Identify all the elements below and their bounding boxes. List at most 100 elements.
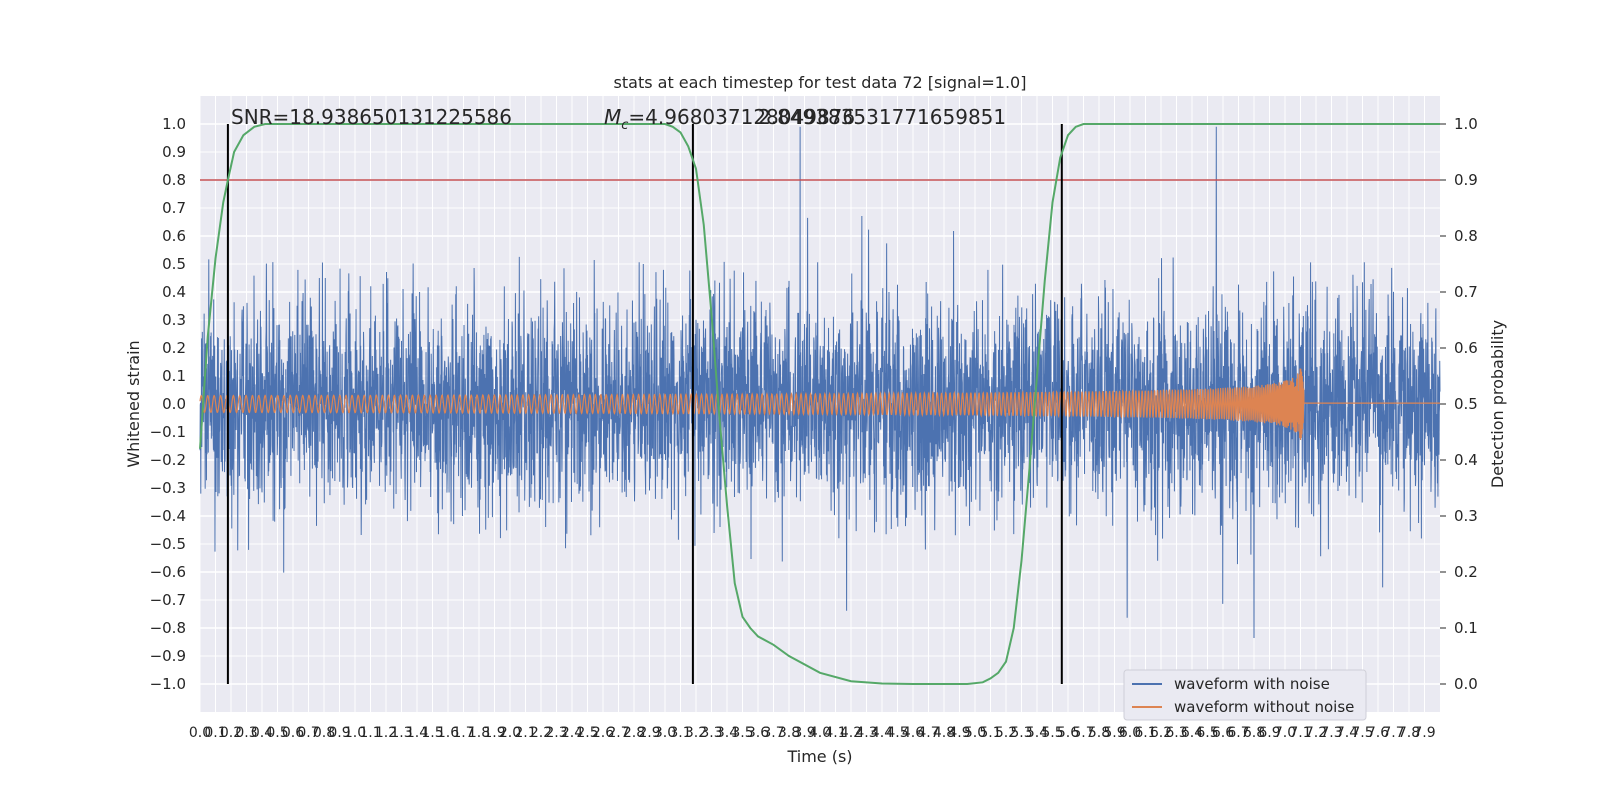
x-tick-label: 1.7 bbox=[452, 725, 474, 741]
y-tick-label: 0.7 bbox=[162, 199, 186, 217]
clean-waveform-path bbox=[199, 368, 1440, 441]
x-tick-label: 7.1 bbox=[1289, 725, 1311, 741]
x-tick-label: 4.3 bbox=[855, 725, 877, 741]
x-tick-label: 3.2 bbox=[685, 725, 707, 741]
x-tick-label: 3.9 bbox=[793, 725, 815, 741]
x-tick-label: 1.9 bbox=[483, 725, 505, 741]
x-tick-label: 4.6 bbox=[902, 725, 924, 741]
y-tick-label: 0.4 bbox=[162, 283, 186, 301]
x-tick-label: 5.5 bbox=[1041, 725, 1063, 741]
x-tick-label: 3.4 bbox=[716, 725, 738, 741]
x-tick-label: 2.4 bbox=[561, 725, 583, 741]
x-tick-label: 3.0 bbox=[654, 725, 676, 741]
x-tick-label: 3.7 bbox=[762, 725, 784, 741]
y2-tick-label: 0.1 bbox=[1454, 619, 1478, 637]
x-tick-label: 5.3 bbox=[1010, 725, 1032, 741]
x-tick-labels: 0.00.10.20.30.40.50.60.70.80.91.01.11.21… bbox=[189, 725, 1436, 741]
y-tick-label: 0.5 bbox=[162, 255, 186, 273]
y2-tick-label: 0.5 bbox=[1454, 395, 1478, 413]
y-tick-label: −0.7 bbox=[150, 591, 186, 609]
x-tick-label: 0.9 bbox=[328, 725, 350, 741]
y2-tick-label: 0.9 bbox=[1454, 171, 1478, 189]
x-tick-label: 5.4 bbox=[1026, 725, 1048, 741]
x-tick-label: 1.1 bbox=[359, 725, 381, 741]
x-tick-label: 0.4 bbox=[251, 725, 273, 741]
y-tick-label: −0.4 bbox=[150, 507, 186, 525]
legend: waveform with noise waveform without noi… bbox=[1123, 669, 1367, 721]
x-tick-label: 2.6 bbox=[592, 725, 614, 741]
y-tick-label: −0.9 bbox=[150, 647, 186, 665]
legend-box bbox=[1123, 669, 1367, 721]
x-tick-label: 7.2 bbox=[1305, 725, 1327, 741]
x-tick-label: 6.8 bbox=[1243, 725, 1265, 741]
y2-tick-label: 0.0 bbox=[1454, 675, 1478, 693]
x-tick-label: 6.1 bbox=[1134, 725, 1156, 741]
chirp-mass-value: =4.968037128049876 bbox=[628, 105, 855, 129]
series-detection-probability bbox=[199, 123, 1440, 685]
y2-tick-label: 0.8 bbox=[1454, 227, 1478, 245]
y-tick-label: −0.6 bbox=[150, 563, 186, 581]
y-tick-label: 0.8 bbox=[162, 171, 186, 189]
x-tick-label: 0.6 bbox=[282, 725, 304, 741]
x-tick-label: 0.5 bbox=[266, 725, 288, 741]
x-tick-label: 4.4 bbox=[871, 725, 893, 741]
x-tick-label: 6.2 bbox=[1150, 725, 1172, 741]
chirp-mass-subscript: c bbox=[621, 118, 628, 133]
chirp-mass-annotation: Mc=4.968037128049876 bbox=[604, 105, 855, 133]
x-tick-label: 3.3 bbox=[700, 725, 722, 741]
y2-tick-label: 0.7 bbox=[1454, 283, 1478, 301]
x-tick-label: 3.5 bbox=[731, 725, 753, 741]
x-tick-label: 3.6 bbox=[747, 725, 769, 741]
y2-tick-label: 1.0 bbox=[1454, 115, 1478, 133]
x-tick-label: 1.8 bbox=[468, 725, 490, 741]
x-tick-label: 1.0 bbox=[344, 725, 366, 741]
y-tick-label: 0.9 bbox=[162, 143, 186, 161]
x-tick-label: 0.8 bbox=[313, 725, 335, 741]
y-tick-label: 0.1 bbox=[162, 367, 186, 385]
x-tick-label: 3.1 bbox=[669, 725, 691, 741]
x-tick-label: 6.7 bbox=[1227, 725, 1249, 741]
y-tick-label: −0.2 bbox=[150, 451, 186, 469]
x-tick-label: 2.1 bbox=[514, 725, 536, 741]
x-tick-label: 0.3 bbox=[235, 725, 257, 741]
x-tick-label: 4.7 bbox=[917, 725, 939, 741]
x-tick-label: 7.0 bbox=[1274, 725, 1296, 741]
x-tick-label: 5.8 bbox=[1088, 725, 1110, 741]
x-tick-label: 7.4 bbox=[1336, 725, 1358, 741]
x-tick-label: 2.9 bbox=[638, 725, 660, 741]
y-tick-label: −0.3 bbox=[150, 479, 186, 497]
x-tick-label: 5.6 bbox=[1057, 725, 1079, 741]
snr-annotation: SNR=18.938650131225586 bbox=[231, 105, 512, 129]
x-tick-label: 1.3 bbox=[390, 725, 412, 741]
x-tick-label: 3.8 bbox=[778, 725, 800, 741]
x-tick-label: 6.6 bbox=[1212, 725, 1234, 741]
x-tick-label: 4.5 bbox=[886, 725, 908, 741]
x-tick-label: 2.0 bbox=[499, 725, 521, 741]
chart-title: stats at each timestep for test data 72 … bbox=[614, 73, 1027, 92]
y2-tick-label: 0.3 bbox=[1454, 507, 1478, 525]
overlap-annotation: 2.849383531771659851 bbox=[758, 105, 1006, 129]
x-tick-label: 2.7 bbox=[607, 725, 629, 741]
y-tick-label: −1.0 bbox=[150, 675, 186, 693]
x-tick-label: 5.7 bbox=[1072, 725, 1094, 741]
y-tick-labels: 1.0 0.9 0.8 0.7 0.6 0.5 0.4 0.3 0.2 0.1 0.0 −0.1 −0.… bbox=[150, 115, 186, 693]
x-tick-label: 2.3 bbox=[545, 725, 567, 741]
x-tick-label: 6.0 bbox=[1119, 725, 1141, 741]
detection-markers bbox=[226, 124, 1063, 684]
x-tick-label: 0.7 bbox=[297, 725, 319, 741]
y2-tick-label: 0.6 bbox=[1454, 339, 1478, 357]
x-tick-label: 2.5 bbox=[576, 725, 598, 741]
y-tick-label: 0.2 bbox=[162, 339, 186, 357]
y2-tick-label: 0.4 bbox=[1454, 451, 1478, 469]
x-tick-label: 4.1 bbox=[824, 725, 846, 741]
x-tick-label: 4.9 bbox=[948, 725, 970, 741]
x-tick-label: 0.2 bbox=[220, 725, 242, 741]
x-tick-label: 7.5 bbox=[1351, 725, 1373, 741]
x-tick-label: 7.8 bbox=[1398, 725, 1420, 741]
chirp-mass-symbol: M bbox=[604, 105, 621, 129]
x-tick-label: 7.9 bbox=[1413, 725, 1435, 741]
x-tick-label: 6.5 bbox=[1196, 725, 1218, 741]
x-tick-label: 4.0 bbox=[809, 725, 831, 741]
y2-axis-label: Detection probability bbox=[1488, 320, 1507, 488]
